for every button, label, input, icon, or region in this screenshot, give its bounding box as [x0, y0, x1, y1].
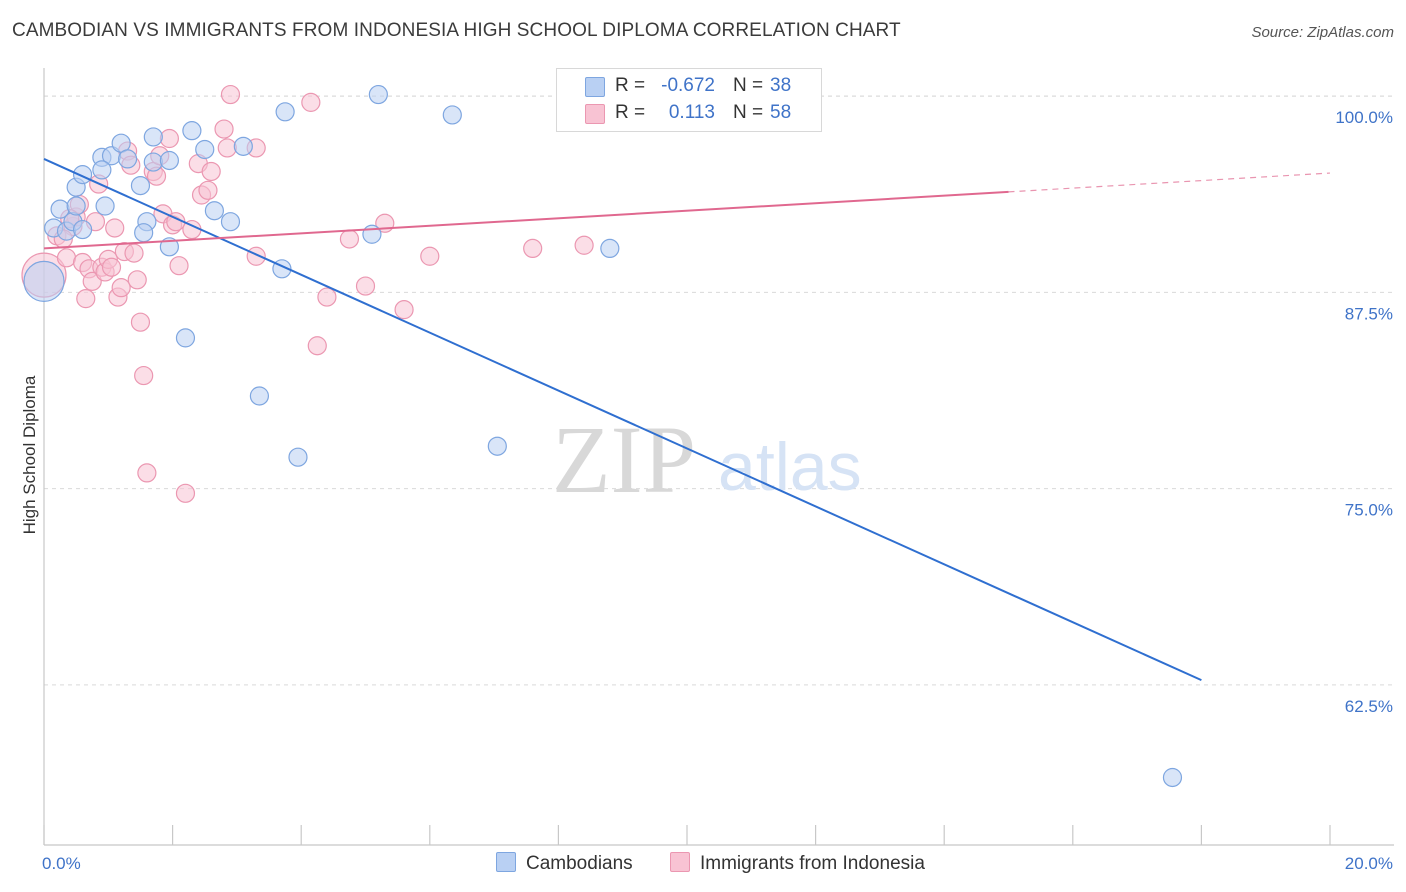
- data-point: [600, 238, 620, 258]
- data-point: [127, 270, 147, 290]
- data-point: [130, 176, 151, 196]
- data-point: [159, 237, 179, 257]
- data-point: [182, 121, 202, 141]
- data-point: [201, 161, 221, 182]
- data-point: [574, 235, 594, 255]
- data-point: [220, 84, 241, 105]
- data-point: [275, 102, 295, 122]
- legend-label-indonesia: Immigrants from Indonesia: [700, 853, 925, 874]
- data-point: [394, 300, 414, 320]
- data-point: [134, 223, 154, 243]
- blue-swatch: [496, 852, 516, 872]
- data-point: [23, 260, 65, 302]
- data-point: [105, 218, 125, 238]
- data-point: [66, 196, 86, 216]
- data-point: [288, 447, 308, 467]
- r-value: 0.113: [668, 102, 715, 123]
- axes: [43, 68, 1394, 846]
- data-point: [137, 463, 157, 483]
- r-label: R =: [615, 102, 646, 123]
- pink-swatch: [585, 104, 605, 124]
- data-point: [72, 219, 93, 240]
- trend-lines: [43, 157, 1331, 682]
- data-point: [175, 328, 196, 348]
- data-point: [204, 201, 224, 221]
- data-point: [214, 119, 234, 139]
- trend-line-indonesia-extension: [1008, 172, 1331, 193]
- data-point: [1162, 767, 1183, 788]
- data-point: [76, 289, 96, 309]
- series-cambodians: [23, 84, 1183, 788]
- data-point: [442, 105, 462, 125]
- data-point: [368, 84, 388, 105]
- data-point: [143, 152, 163, 172]
- legend-row-indonesia: R = 0.113 N = 58: [557, 102, 821, 126]
- data-point: [198, 180, 218, 200]
- data-point: [134, 365, 154, 386]
- watermark: ZIP atlas: [552, 406, 862, 513]
- data-point: [249, 386, 270, 406]
- data-point: [117, 149, 138, 169]
- data-point: [339, 229, 360, 249]
- legend-label-cambodians: Cambodians: [526, 853, 633, 874]
- trend-line-cambodians: [43, 157, 1202, 682]
- legend-item-cambodians[interactable]: Cambodians: [496, 852, 633, 875]
- data-point: [111, 278, 131, 298]
- data-point: [307, 336, 327, 356]
- data-point: [301, 92, 321, 112]
- data-point: [82, 271, 102, 291]
- data-point: [92, 160, 112, 180]
- legend-row-cambodians: R = -0.672 N = 38: [557, 75, 821, 99]
- data-point: [487, 436, 507, 456]
- tick-labels: 62.5% 75.0% 87.5% 100.0% 0.0% 20.0%: [42, 108, 1393, 873]
- r-value: -0.672: [661, 75, 715, 96]
- data-point: [72, 165, 93, 185]
- data-point: [159, 128, 179, 149]
- data-point: [169, 256, 189, 276]
- data-point: [220, 212, 241, 232]
- n-label: N =: [733, 75, 764, 96]
- n-label: N =: [733, 102, 764, 123]
- blue-swatch: [585, 77, 605, 97]
- data-point: [124, 243, 144, 263]
- data-point: [159, 150, 179, 171]
- x-tick-label: 0.0%: [42, 854, 81, 873]
- y-tick-label: 100.0%: [1335, 108, 1393, 127]
- y-tick-label: 75.0%: [1345, 501, 1393, 520]
- data-point: [175, 483, 196, 503]
- pink-swatch: [670, 852, 690, 872]
- source-label: Source: ZipAtlas.com: [1251, 24, 1394, 41]
- y-tick-label: 62.5%: [1345, 697, 1393, 716]
- stats-legend: R = -0.672 N = 38 R = 0.113 N = 58: [556, 68, 822, 132]
- data-point: [317, 287, 337, 307]
- data-point: [143, 127, 163, 147]
- r-label: R =: [615, 75, 646, 96]
- data-point: [130, 312, 151, 332]
- chart-title: CAMBODIAN VS IMMIGRANTS FROM INDONESIA H…: [12, 20, 901, 41]
- n-value: 38: [770, 75, 792, 96]
- watermark-atlas: atlas: [718, 429, 862, 505]
- y-tick-label: 87.5%: [1345, 304, 1393, 323]
- x-tick-label: 20.0%: [1345, 854, 1393, 873]
- n-value: 58: [770, 102, 792, 123]
- data-point: [523, 238, 543, 258]
- grid-lines: [44, 95, 1394, 686]
- trend-line-indonesia: [43, 190, 1009, 250]
- data-point: [355, 276, 376, 296]
- data-point: [233, 136, 253, 156]
- data-point: [195, 139, 215, 160]
- y-axis-label: High School Diploma: [20, 375, 39, 534]
- data-point: [217, 138, 237, 158]
- data-point: [56, 248, 77, 268]
- data-point: [95, 196, 115, 216]
- data-point: [420, 246, 440, 266]
- watermark-zip: ZIP: [552, 406, 696, 513]
- legend-item-indonesia[interactable]: Immigrants from Indonesia: [670, 852, 925, 875]
- data-point: [101, 257, 122, 277]
